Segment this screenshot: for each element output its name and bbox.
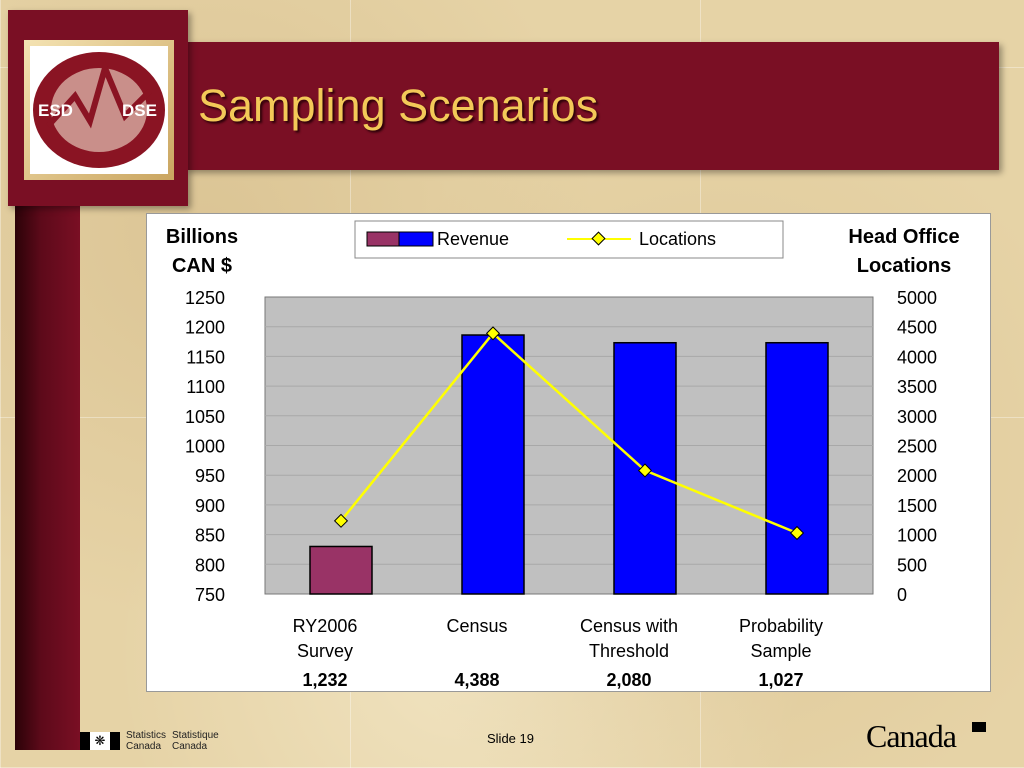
legend-revenue-swatch <box>398 231 434 247</box>
logo-right-text: DSE <box>122 101 157 120</box>
right-tick-label: 4500 <box>897 318 937 338</box>
legend-revenue-label: Revenue <box>437 229 509 249</box>
left-axis-title-line1: Billions <box>166 226 238 248</box>
esd-logo-graphic: ESD DSE <box>33 52 165 168</box>
revenue-bar <box>765 341 829 595</box>
right-tick-label: 1000 <box>897 526 937 546</box>
right-tick-label: 1500 <box>897 496 937 516</box>
statcan-signature: ❋ Statistics Canada Statistique Canada <box>80 728 219 754</box>
category-label: Sample <box>750 641 811 661</box>
left-tick-label: 750 <box>195 585 225 605</box>
logo-left-text: ESD <box>38 101 73 120</box>
category-value-label: 4,388 <box>454 670 499 690</box>
left-tick-label: 1200 <box>185 318 225 338</box>
left-decor-bar <box>15 205 80 750</box>
esd-logo: ESD DSE <box>30 46 168 174</box>
right-axis-title-line1: Head Office <box>848 226 959 248</box>
chart-panel: Billions CAN $ Head Office Locations Rev… <box>146 213 991 692</box>
legend-locations-marker <box>591 231 606 246</box>
wordmark-flag-icon <box>972 722 986 732</box>
locations-line <box>340 331 798 535</box>
statcan-fr-line1: Statistique <box>172 730 219 741</box>
category-label: Census <box>446 616 507 636</box>
category-label: Survey <box>297 641 353 661</box>
title-band <box>185 42 999 170</box>
left-tick-label: 900 <box>195 496 225 516</box>
locations-point <box>485 326 501 341</box>
left-tick-label: 1000 <box>185 437 225 457</box>
locations-point <box>333 513 349 528</box>
category-label: Probability <box>739 616 823 636</box>
category-value-label: 1,027 <box>758 670 803 690</box>
category-label: Threshold <box>589 641 669 661</box>
slide-number: Slide 19 <box>487 731 534 746</box>
left-tick-label: 1150 <box>186 347 225 367</box>
flag-icon: ❋ <box>80 732 120 750</box>
category-value-label: 1,232 <box>302 670 347 690</box>
canada-wordmark: Canada <box>866 718 957 754</box>
right-tick-label: 3500 <box>897 377 937 397</box>
legend-locations-label: Locations <box>639 229 716 249</box>
left-tick-labels: 1250 1200 1150 1100 1050 1000 950 900 850 800 750 <box>185 288 225 605</box>
category-labels: RY2006 Survey 1,232 Census 4,388 Census with T… <box>293 616 823 690</box>
logo-frame: ESD DSE <box>8 10 188 206</box>
right-axis-title-line2: Locations <box>857 255 951 277</box>
right-tick-label: 2500 <box>897 437 937 457</box>
left-tick-label: 950 <box>195 466 225 486</box>
category-label: Census with <box>580 616 678 636</box>
category-value-label: 2,080 <box>606 670 651 690</box>
statcan-en: Statistics Canada <box>126 730 166 752</box>
right-tick-label: 4000 <box>897 347 937 367</box>
chart: Billions CAN $ Head Office Locations Rev… <box>166 220 960 690</box>
locations-series <box>333 326 805 541</box>
left-tick-label: 850 <box>195 526 225 546</box>
statcan-fr-line2: Canada <box>172 741 208 752</box>
slide-title: Sampling Scenarios <box>198 80 599 131</box>
locations-point <box>637 463 653 478</box>
legend: Revenue Locations <box>354 220 784 259</box>
left-axis-title-line2: CAN $ <box>172 255 232 277</box>
locations-point <box>789 525 805 541</box>
statcan-en-line2: Canada <box>126 741 162 752</box>
right-tick-label: 5000 <box>897 288 937 308</box>
right-tick-label: 2000 <box>897 466 937 486</box>
logo-inner: ESD DSE <box>24 40 174 180</box>
statcan-fr: Statistique Canada <box>172 730 219 752</box>
right-tick-label: 500 <box>897 555 927 575</box>
left-tick-label: 1050 <box>185 407 225 427</box>
left-tick-label: 1100 <box>186 377 225 397</box>
right-tick-label: 0 <box>897 585 907 605</box>
left-tick-label: 800 <box>195 555 225 575</box>
legend-revenue-swatch-first <box>366 231 400 247</box>
statcan-en-line1: Statistics <box>126 730 167 741</box>
right-tick-label: 3000 <box>897 407 937 427</box>
left-tick-label: 1250 <box>185 288 225 308</box>
revenue-bar <box>309 545 373 595</box>
revenue-bar <box>461 334 525 595</box>
revenue-bars <box>309 334 829 595</box>
category-label: RY2006 <box>293 616 358 636</box>
